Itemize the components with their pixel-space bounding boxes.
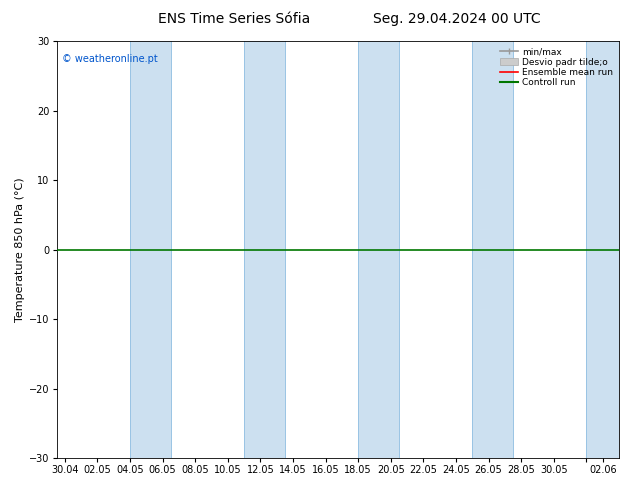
Legend: min/max, Desvio padr tilde;o, Ensemble mean run, Controll run: min/max, Desvio padr tilde;o, Ensemble m… bbox=[498, 46, 614, 89]
Text: ENS Time Series Sófia: ENS Time Series Sófia bbox=[158, 12, 311, 26]
Bar bbox=[130, 41, 171, 458]
Bar bbox=[472, 41, 513, 458]
Bar bbox=[358, 41, 399, 458]
Text: © weatheronline.pt: © weatheronline.pt bbox=[62, 53, 158, 64]
Bar bbox=[586, 41, 627, 458]
Bar bbox=[244, 41, 285, 458]
Text: Seg. 29.04.2024 00 UTC: Seg. 29.04.2024 00 UTC bbox=[373, 12, 540, 26]
Y-axis label: Temperature 850 hPa (°C): Temperature 850 hPa (°C) bbox=[15, 177, 25, 322]
